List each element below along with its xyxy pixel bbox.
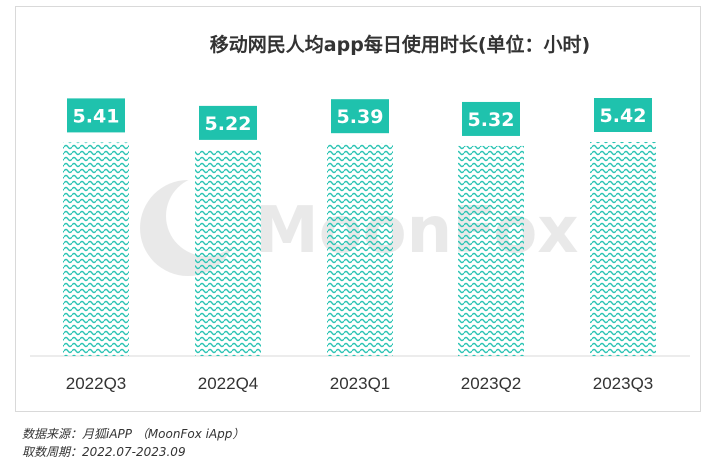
data-label: 5.42	[600, 105, 647, 127]
source-note: 数据来源：月狐iAPP （MoonFox iApp）	[22, 427, 245, 441]
watermark-text: MoonFox	[255, 194, 579, 268]
bar-2023Q3	[590, 142, 656, 356]
x-tick-label: 2023Q2	[461, 374, 522, 393]
chart-title: 移动网民人均app每日使用时长(单位：小时)	[209, 34, 591, 56]
bar-2023Q1	[327, 143, 393, 356]
data-label-box	[331, 99, 389, 134]
data-label: 5.32	[468, 109, 515, 131]
data-label: 5.22	[205, 113, 252, 135]
bar-2022Q3	[63, 142, 129, 356]
bar-2022Q4	[195, 149, 261, 356]
bar-2023Q2	[458, 145, 524, 356]
x-tick-label: 2022Q3	[66, 374, 127, 393]
data-label: 5.41	[73, 105, 120, 127]
data-label: 5.39	[337, 106, 384, 128]
x-tick-label: 2023Q3	[593, 374, 654, 393]
data-label-box	[594, 98, 652, 132]
data-label-box	[462, 101, 520, 136]
period-note: 取数周期：2022.07-2023.09	[22, 445, 186, 459]
x-tick-label: 2022Q4	[198, 374, 259, 393]
data-label-box	[67, 98, 125, 133]
data-label-box	[199, 105, 257, 140]
x-tick-label: 2023Q1	[330, 374, 391, 393]
